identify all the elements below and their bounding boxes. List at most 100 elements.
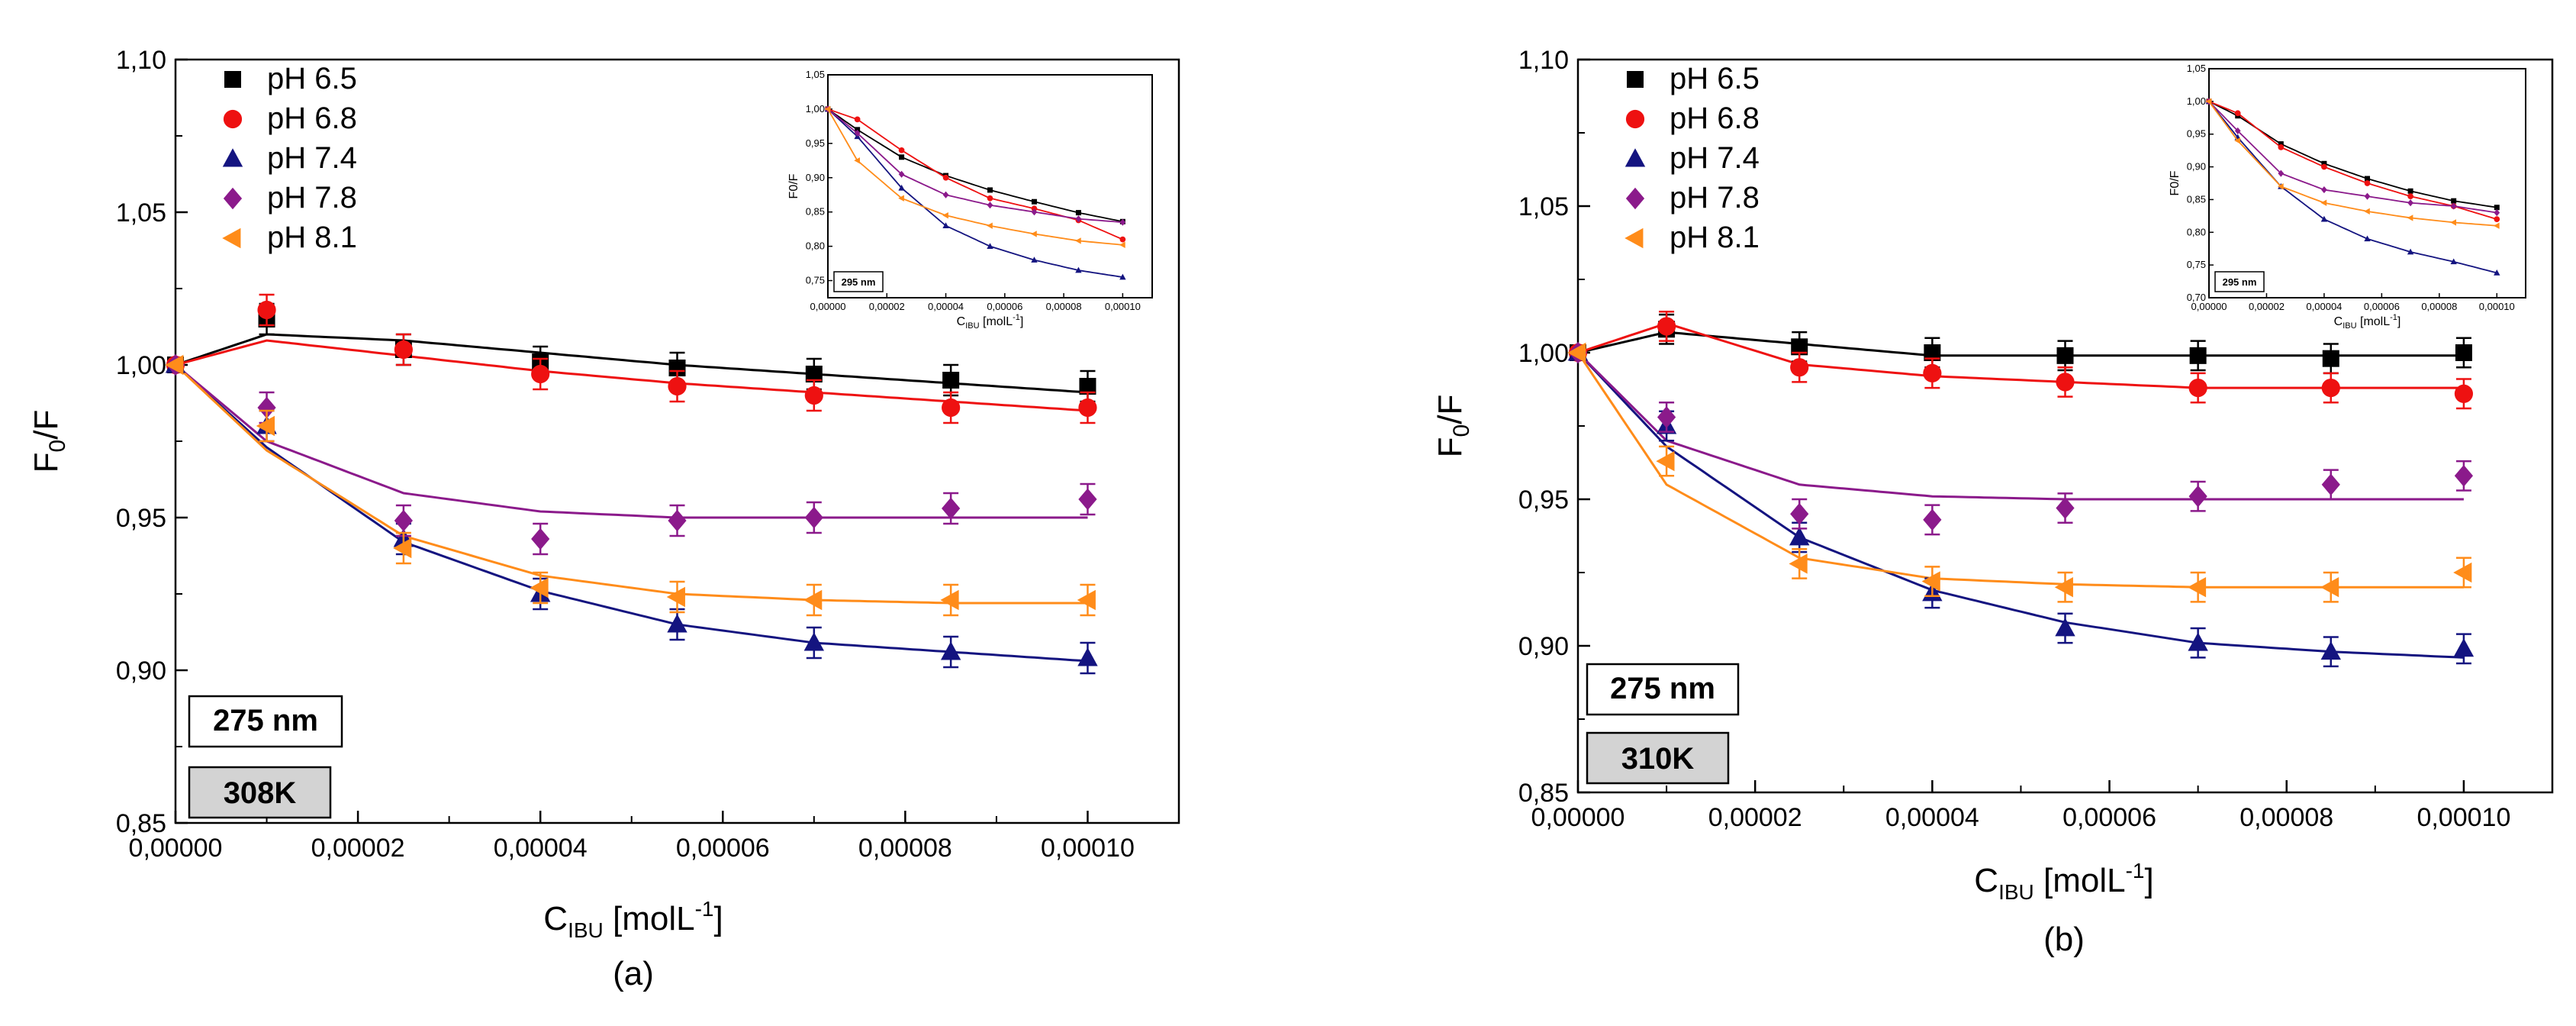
- legend-label: pH 7.8: [1670, 181, 1760, 215]
- panel-label: (a): [613, 955, 654, 992]
- series-pH-7-8: [1568, 341, 2474, 536]
- data-point: [2454, 464, 2474, 487]
- x-tick-label: 0,00008: [2240, 803, 2333, 832]
- inset-data-point: [2407, 248, 2414, 255]
- x-tick-label: 0,00008: [858, 834, 952, 863]
- data-point: [2055, 618, 2075, 637]
- data-point: [256, 415, 275, 437]
- data-point: [1078, 488, 1097, 511]
- inset-data-point: [2205, 98, 2212, 105]
- legend-marker: [1625, 187, 1645, 210]
- data-point: [1923, 508, 1942, 531]
- legend-marker: [1624, 148, 1646, 167]
- inset-data-point: [2365, 176, 2370, 182]
- series-pH-8-1: [1567, 342, 2472, 603]
- inset-data-point: [2364, 192, 2371, 200]
- data-point: [940, 589, 959, 611]
- inset-data-point: [2234, 127, 2241, 134]
- data-point: [2321, 473, 2340, 496]
- inset-fit-curve: [2208, 101, 2497, 274]
- data-point: [804, 506, 823, 529]
- inset-data-point: [1119, 273, 1126, 280]
- x-tick-label: 0,00002: [311, 834, 405, 863]
- data-point: [1656, 450, 1675, 472]
- legend-marker: [1625, 109, 1645, 129]
- temperature-label: 308K: [224, 776, 297, 810]
- inset-x-tick-label: 0,00006: [2364, 301, 2400, 312]
- data-point: [530, 577, 549, 598]
- inset-x-tick-label: 0,00000: [810, 301, 846, 312]
- data-point: [2056, 373, 2075, 392]
- inset-x-tick-label: 0,00004: [928, 301, 964, 312]
- y-axis-label: F0/F: [27, 410, 70, 473]
- inset-data-point: [942, 222, 949, 228]
- x-tick-label: 0,00000: [1531, 803, 1625, 832]
- data-point: [803, 589, 823, 611]
- inset-data-point: [2320, 199, 2327, 206]
- legend-marker: [222, 227, 241, 249]
- inset-y-tick-label: 0,85: [806, 206, 825, 218]
- series-pH-8-1: [165, 354, 1096, 617]
- x-tick-label: 0,00006: [676, 834, 770, 863]
- data-point: [668, 509, 687, 532]
- inset-data-point: [2364, 180, 2371, 186]
- inset-data-point: [1031, 208, 1038, 216]
- wavelength-label: 275 nm: [1610, 672, 1715, 705]
- data-point: [531, 364, 550, 384]
- data-point: [1657, 317, 1676, 336]
- data-point: [2320, 577, 2339, 598]
- legend-label: pH 7.8: [267, 181, 357, 215]
- legend-label: pH 7.4: [1670, 141, 1760, 175]
- inset-y-tick-label: 0,75: [806, 275, 825, 286]
- data-point: [1077, 589, 1096, 611]
- fit-curve-pH-6-8: [175, 339, 1088, 412]
- legend: pH 6.5 pH 6.8 pH 7.4 pH 7.8 pH 8.1: [222, 62, 357, 254]
- data-point: [2321, 378, 2340, 398]
- panel-label: (b): [2043, 921, 2085, 958]
- fit-curve-pH-8-1: [1576, 352, 2464, 589]
- data-point: [2189, 347, 2207, 364]
- legend-marker: [223, 109, 243, 129]
- chart-panel-a: 0,850,900,951,001,051,100,00000 0,00002 0,…: [27, 46, 1180, 992]
- legend-label: pH 8.1: [1670, 221, 1760, 254]
- inset-x-tick-label: 0,00010: [1105, 301, 1141, 312]
- legend-label: pH 6.8: [1670, 102, 1760, 135]
- y-tick-label: 0,95: [116, 504, 166, 533]
- data-point: [2188, 632, 2208, 651]
- inset-y-tick-label: 1,00: [2187, 95, 2206, 107]
- data-point: [1924, 344, 1941, 361]
- inset-data-point: [2277, 183, 2284, 190]
- data-point: [2056, 347, 2074, 364]
- inset-data-point: [2278, 141, 2284, 147]
- inset-data-point: [2407, 188, 2413, 194]
- data-point: [1790, 502, 1809, 525]
- inset-fit-curve: [827, 108, 1123, 240]
- x-axis-label: CIBU [molL-1]: [543, 897, 723, 942]
- inset-y-tick-label: 0,85: [2187, 193, 2206, 205]
- inset-data-point: [1119, 241, 1125, 249]
- inset-data-point: [2494, 209, 2500, 217]
- inset-data-point: [2234, 110, 2241, 117]
- inset-chart: 0,70 0,75 0,80 0,85 0,90 0,95 1,00 1,05 0,00000 0…: [2169, 63, 2526, 331]
- x-tick-label: 0,00000: [129, 834, 223, 863]
- x-tick-label: 0,00004: [1885, 803, 1979, 832]
- data-point: [1079, 378, 1096, 395]
- fit-curve-pH-8-1: [174, 363, 1088, 605]
- inset-data-point: [2450, 202, 2457, 210]
- inset-wavelength-label: 295 nm: [842, 276, 876, 288]
- inset-data-point: [2450, 219, 2457, 226]
- inset-data-point: [898, 147, 905, 153]
- inset-data-point: [1031, 198, 1037, 205]
- inset-data-point: [942, 211, 948, 219]
- temperature-label: 310K: [1621, 742, 1695, 776]
- fit-curve-pH-7-8: [175, 363, 1088, 519]
- inset-data-point: [942, 174, 949, 181]
- inset-data-point: [2494, 216, 2500, 222]
- inset-data-point: [2494, 269, 2500, 276]
- data-point: [942, 398, 961, 418]
- fit-curve-pH-6-5: [175, 333, 1088, 394]
- legend-marker: [222, 148, 243, 167]
- data-point: [1923, 363, 1942, 382]
- legend-marker: [1624, 227, 1644, 249]
